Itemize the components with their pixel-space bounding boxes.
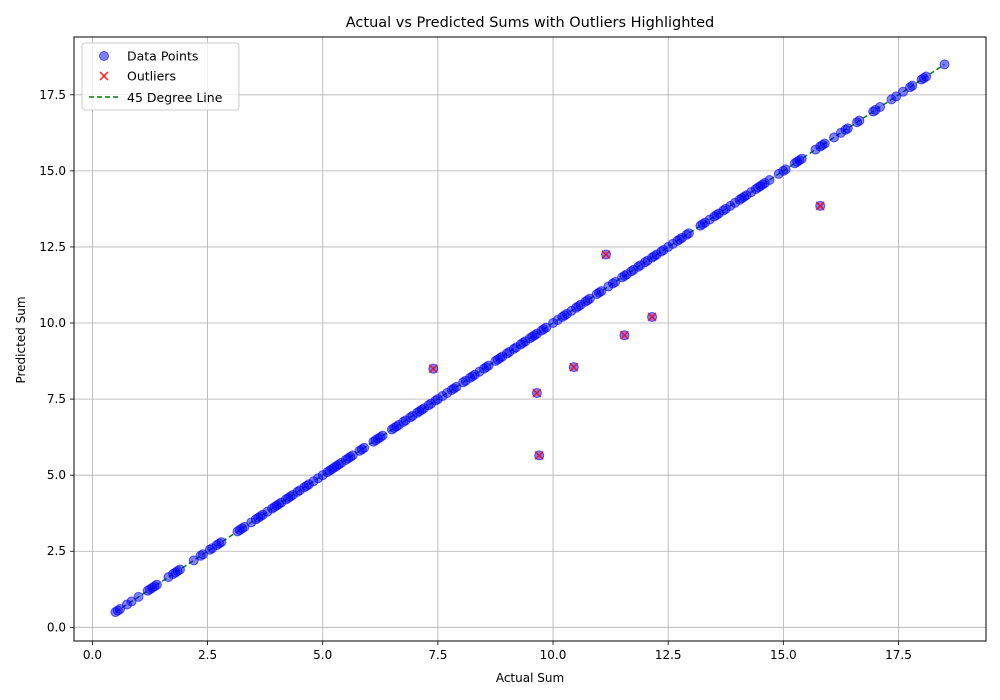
outlier-point (532, 388, 542, 398)
data-point (541, 322, 552, 333)
data-point (596, 286, 607, 297)
plot-frame (73, 36, 987, 642)
chart-title: Actual vs Predicted Sums with Outliers H… (346, 15, 715, 31)
data-point (197, 549, 208, 560)
data-point (764, 175, 775, 186)
x-tick-label: 12.5 (655, 648, 682, 662)
data-point (188, 555, 199, 566)
y-tick-label: 15.0 (39, 164, 66, 178)
y-tick-label: 0.0 (47, 620, 66, 634)
data-point (921, 71, 932, 82)
data-point (610, 276, 621, 287)
data-point (854, 115, 865, 126)
outlier-point (647, 312, 657, 322)
y-tick-label: 5.0 (47, 468, 66, 482)
data-point (780, 164, 791, 175)
legend-label-line: 45 Degree Line (127, 90, 223, 105)
data-point (796, 153, 807, 164)
data-point (133, 591, 144, 602)
data-point (898, 86, 909, 97)
outlier-point (428, 364, 438, 374)
x-tick-label: 7.5 (428, 648, 447, 662)
data-point (377, 430, 388, 441)
x-axis-label: Actual Sum (496, 671, 564, 685)
data-point (939, 59, 950, 70)
grid (74, 37, 986, 641)
x-tick-label: 5.0 (313, 648, 332, 662)
legend-label-outliers: Outliers (127, 69, 176, 84)
outliers-layer (428, 201, 825, 460)
outlier-point (815, 201, 825, 211)
outlier-point (569, 362, 579, 372)
x-tick-label: 15.0 (770, 648, 797, 662)
outlier-point (601, 249, 611, 260)
data-point (829, 132, 839, 143)
data-point (216, 537, 227, 548)
data-point (174, 564, 185, 575)
data-point (359, 442, 370, 453)
y-axis-ticks: 0.0 2.5 5.0 7.5 10.0 12.5 15.0 17.5 (39, 88, 74, 634)
x-tick-label: 0.0 (83, 648, 102, 662)
data-point (683, 228, 694, 239)
y-tick-label: 12.5 (39, 240, 66, 254)
y-tick-label: 2.5 (47, 544, 66, 558)
y-tick-label: 10.0 (39, 316, 66, 330)
legend-box (81, 42, 240, 111)
data-point (875, 101, 886, 112)
y-tick-label: 17.5 (39, 88, 66, 102)
data-points-layer (110, 59, 950, 618)
data-point (483, 360, 494, 371)
outlier-point (534, 450, 544, 460)
data-point (451, 381, 462, 392)
legend: Data Points Outliers 45 Degree Line (81, 42, 240, 111)
y-axis-label: Predicted Sum (14, 296, 28, 383)
legend-label-data-points: Data Points (127, 49, 198, 64)
data-point (115, 604, 126, 615)
outlier-point (619, 330, 629, 340)
legend-marker-data-points (99, 51, 109, 61)
data-point (239, 521, 250, 532)
data-point (151, 579, 162, 590)
x-tick-label: 10.0 (540, 648, 567, 662)
data-point (819, 138, 830, 149)
data-point (891, 91, 902, 102)
data-point (584, 293, 595, 304)
legend-marker-outliers (99, 71, 109, 81)
data-point (907, 80, 918, 91)
data-point (126, 596, 137, 607)
x-axis-ticks: 0.0 2.5 5.0 7.5 10.0 12.5 15.0 17.5 (83, 641, 912, 662)
data-point (347, 450, 358, 461)
x-tick-label: 17.5 (885, 648, 912, 662)
data-point (842, 123, 853, 134)
y-tick-label: 7.5 (47, 392, 66, 406)
x-tick-label: 2.5 (198, 648, 217, 662)
